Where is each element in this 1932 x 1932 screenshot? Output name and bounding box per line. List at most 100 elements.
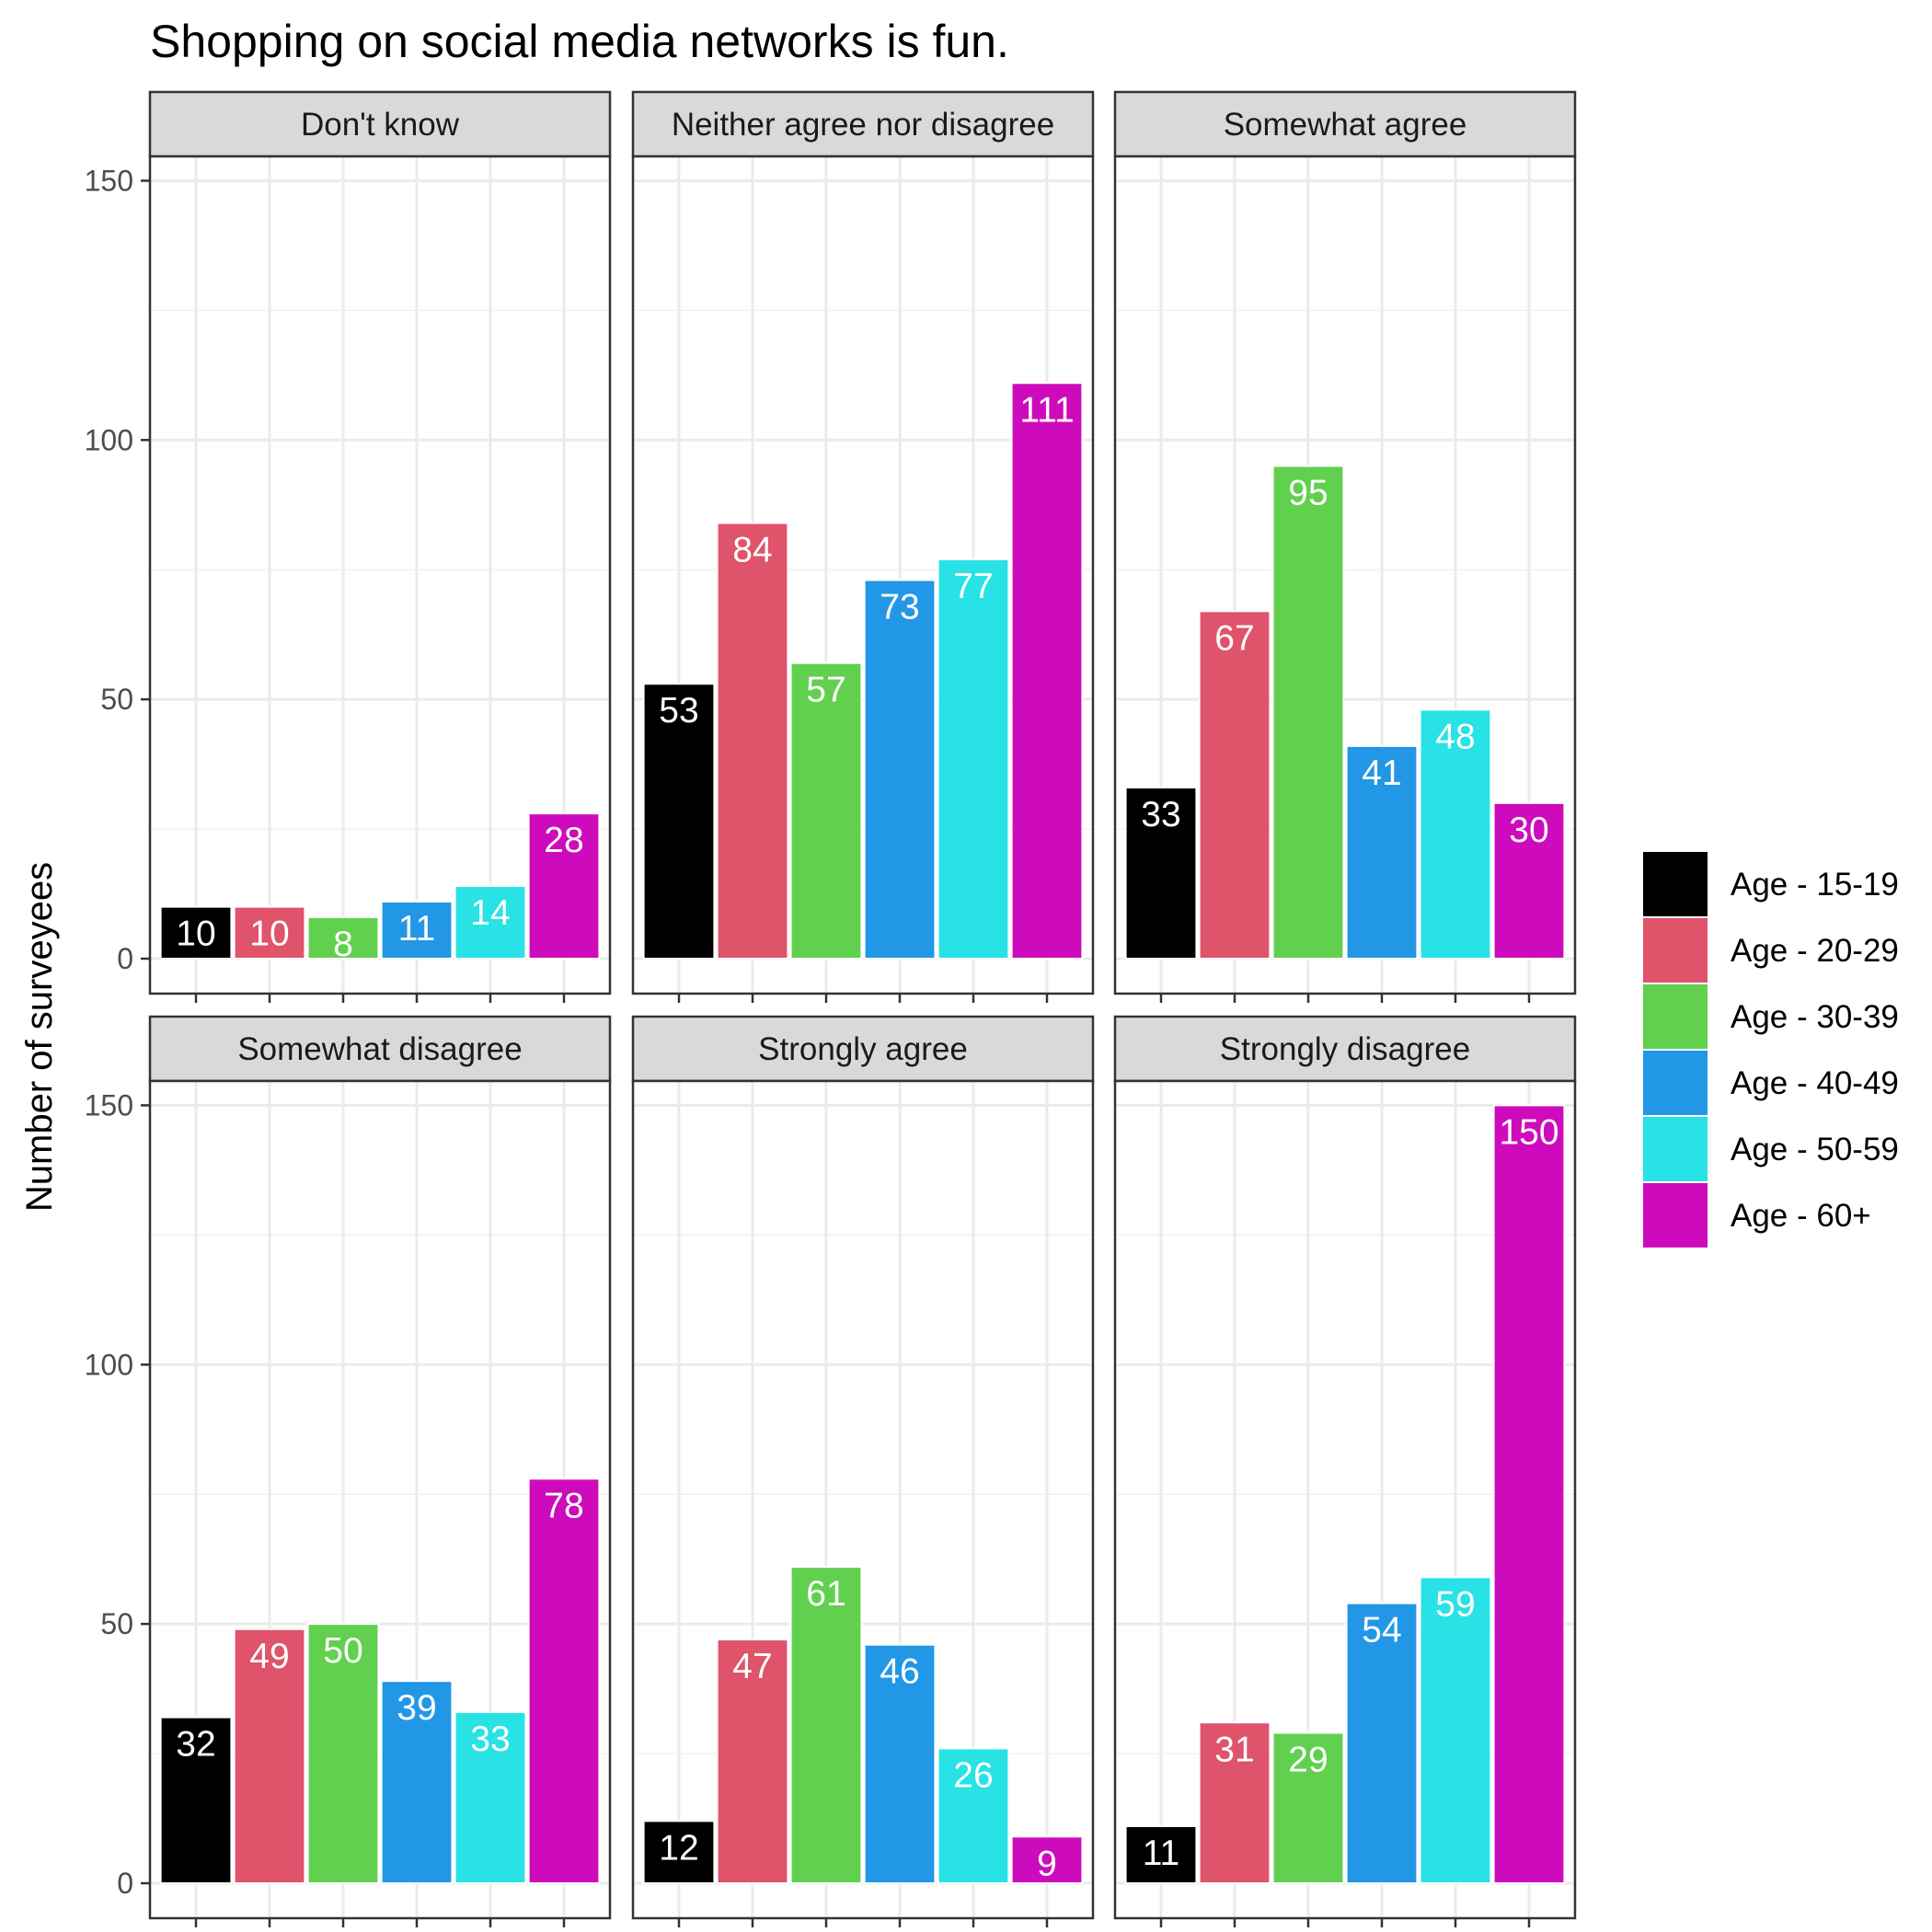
bar-strongly-disagree-age-50-59 [1419,1576,1492,1885]
bar-value-label: 39 [397,1688,436,1728]
bar-value-label: 26 [953,1755,993,1795]
bar-value-label: 8 [333,925,353,964]
bar-value-label: 9 [1037,1844,1057,1883]
bar-strongly-agree-age-50-59 [937,1747,1010,1885]
facet-panel-strongly-disagree: Strongly disagree 11 31 29 54 59 150 [1113,1015,1577,1927]
bar-value-label: 46 [880,1652,919,1692]
bar-value-label: 111 [1019,390,1074,430]
panel-border [148,1079,612,1920]
bar-value-label: 59 [1435,1584,1475,1624]
bar-somewhat-disagree-age-15-19 [159,1716,233,1885]
bar-value-label: 84 [732,530,772,569]
bar-value-label: 29 [1288,1741,1328,1780]
bar-strongly-agree-age-30-39 [789,1566,863,1885]
bar-somewhat-agree-age-60 [1492,801,1566,960]
legend-label: Age - 30-39 [1731,999,1899,1035]
bar-somewhat-agree-age-30-39 [1271,465,1345,960]
panel-border [631,155,1095,995]
bar-don-t-know-age-40-49 [380,900,454,960]
bar-value-label: 32 [176,1725,215,1765]
facet-strip [631,1015,1095,1083]
bar-value-label: 47 [732,1647,772,1686]
panel-border [1113,155,1577,995]
legend-key [1641,1115,1709,1183]
bar-value-label: 49 [249,1637,289,1676]
bar-somewhat-agree-age-50-59 [1419,708,1492,960]
bar-somewhat-disagree-age-20-29 [233,1627,306,1885]
bar-somewhat-disagree-age-30-39 [306,1623,380,1885]
y-axis-label: Number of surveyees [19,862,60,1212]
bar-value-label: 10 [249,914,289,954]
legend: Age - 15-19 Age - 20-29 Age - 30-39 Age - 4… [1641,850,1899,1249]
y-tick-label: 50 [100,1607,133,1640]
bar-somewhat-agree-age-20-29 [1198,610,1271,960]
bar-value-label: 30 [1509,811,1548,850]
bar-value-label: 12 [659,1828,698,1868]
bar-strongly-disagree-age-15-19 [1124,1824,1198,1885]
panel-border [148,155,612,995]
facet-strip [148,1015,612,1083]
bar-strongly-disagree-age-40-49 [1345,1602,1419,1885]
bar-value-label: 10 [176,914,215,954]
y-tick-label: 100 [85,1348,133,1381]
legend-label: Age - 20-29 [1731,933,1899,969]
bar-strongly-agree-age-40-49 [863,1643,937,1885]
y-tick-label: 150 [85,164,133,197]
legend-key [1641,916,1709,984]
bar-value-label: 41 [1362,753,1401,793]
facet-strip [1113,1015,1577,1083]
bar-strongly-agree-age-20-29 [716,1639,789,1885]
panel-border [1113,1079,1577,1920]
facet-panel-strongly-agree: Strongly agree 12 47 61 46 26 9 [631,1015,1095,1927]
bar-value-label: 78 [544,1486,583,1525]
facet-panel-somewhat-disagree: Somewhat disagree 32 49 50 39 33 78 0 50 100 150 [85,1015,612,1927]
legend-label: Age - 15-19 [1731,867,1899,903]
panel-border [631,1079,1095,1920]
facet-strip-label: Don't know [301,107,460,143]
bar-value-label: 33 [1141,795,1180,834]
y-tick-label: 50 [100,683,133,716]
y-tick-label: 0 [117,1867,133,1900]
bar-somewhat-disagree-age-60 [527,1478,601,1884]
bar-value-label: 67 [1214,618,1254,658]
bar-value-label: 150 [1499,1112,1558,1152]
bar-don-t-know-age-15-19 [159,905,233,960]
bar-don-t-know-age-60 [527,812,601,960]
legend-item-age-15-19: Age - 15-19 [1641,850,1899,918]
bar-value-label: 53 [659,691,698,730]
bar-value-label: 61 [806,1574,845,1614]
y-tick-label: 100 [85,423,133,456]
bar-don-t-know-age-30-39 [306,915,380,960]
bar-value-label: 57 [806,671,845,710]
facet-panel-somewhat-agree: Somewhat agree 33 67 95 41 48 30 [1113,90,1577,1003]
panel-background [633,1081,1093,1918]
bar-don-t-know-age-50-59 [454,885,527,960]
bar-don-t-know-age-20-29 [233,905,306,960]
facet-strip-label: Strongly disagree [1220,1031,1470,1067]
legend-key [1641,1049,1709,1117]
legend-key [1641,1181,1709,1249]
facet-panel-don-t-know: Don't know 10 10 8 11 14 28 0 50 100 150 [85,90,612,1003]
legend-label: Age - 60+ [1731,1198,1871,1234]
bar-neither-agree-nor-disagree-age-15-19 [642,683,716,960]
legend-item-age-40-49: Age - 40-49 [1641,1049,1899,1117]
facet-panel-neither-agree-nor-disagree: Neither agree nor disagree 53 84 57 73 77 111 [631,90,1095,1003]
facet-strip-label: Neither agree nor disagree [672,107,1054,143]
bar-strongly-agree-age-15-19 [642,1820,716,1885]
facet-strip [631,90,1095,158]
bar-value-label: 95 [1288,473,1328,512]
legend-key [1641,983,1709,1051]
legend-item-age-20-29: Age - 20-29 [1641,916,1899,984]
facet-strip-label: Somewhat agree [1224,107,1467,143]
bar-value-label: 73 [880,588,919,627]
facet-strip [148,90,612,158]
bar-neither-agree-nor-disagree-age-30-39 [789,661,863,960]
bar-value-label: 11 [398,909,436,949]
bar-strongly-disagree-age-60 [1492,1104,1566,1884]
bar-somewhat-agree-age-40-49 [1345,744,1419,960]
bar-neither-agree-nor-disagree-age-20-29 [716,522,789,960]
bar-value-label: 11 [1143,1834,1180,1873]
legend-key [1641,850,1709,918]
bar-neither-agree-nor-disagree-age-40-49 [863,579,937,960]
